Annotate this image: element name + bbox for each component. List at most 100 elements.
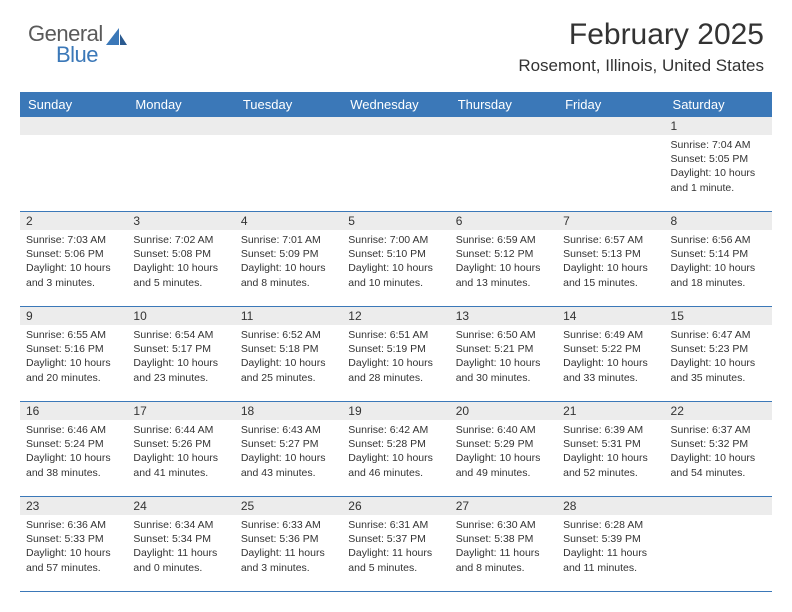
sunset-text: Sunset: 5:17 PM <box>133 342 228 356</box>
day-number <box>20 117 127 135</box>
sunset-text: Sunset: 5:36 PM <box>241 532 336 546</box>
daylight-text-2: and 57 minutes. <box>26 561 121 575</box>
sunrise-text: Sunrise: 7:00 AM <box>348 233 443 247</box>
daylight-text-1: Daylight: 11 hours <box>348 546 443 560</box>
day-number: 11 <box>235 307 342 325</box>
day-cell: Sunrise: 6:55 AMSunset: 5:16 PMDaylight:… <box>20 325 127 401</box>
daylight-text-1: Daylight: 10 hours <box>456 356 551 370</box>
calendar: SundayMondayTuesdayWednesdayThursdayFrid… <box>20 92 772 592</box>
sunset-text: Sunset: 5:28 PM <box>348 437 443 451</box>
daylight-text-2: and 15 minutes. <box>563 276 658 290</box>
location: Rosemont, Illinois, United States <box>518 56 764 76</box>
day-cell: Sunrise: 7:02 AMSunset: 5:08 PMDaylight:… <box>127 230 234 306</box>
day-cell <box>20 135 127 211</box>
daylight-text-2: and 0 minutes. <box>133 561 228 575</box>
logo-text-general: General <box>28 24 103 44</box>
daylight-text-1: Daylight: 10 hours <box>456 261 551 275</box>
daylight-text-2: and 25 minutes. <box>241 371 336 385</box>
day-cell: Sunrise: 6:44 AMSunset: 5:26 PMDaylight:… <box>127 420 234 496</box>
daylight-text-1: Daylight: 11 hours <box>456 546 551 560</box>
day-cell: Sunrise: 6:47 AMSunset: 5:23 PMDaylight:… <box>665 325 772 401</box>
day-number: 16 <box>20 402 127 420</box>
day-header-wednesday: Wednesday <box>342 92 449 117</box>
sunrise-text: Sunrise: 6:37 AM <box>671 423 766 437</box>
day-number: 12 <box>342 307 449 325</box>
sunrise-text: Sunrise: 6:44 AM <box>133 423 228 437</box>
daylight-text-1: Daylight: 10 hours <box>241 261 336 275</box>
day-number-row: 1 <box>20 117 772 135</box>
sunset-text: Sunset: 5:27 PM <box>241 437 336 451</box>
sunset-text: Sunset: 5:33 PM <box>26 532 121 546</box>
daylight-text-1: Daylight: 10 hours <box>563 261 658 275</box>
day-cell <box>342 135 449 211</box>
day-number <box>235 117 342 135</box>
sunset-text: Sunset: 5:05 PM <box>671 152 766 166</box>
daylight-text-2: and 28 minutes. <box>348 371 443 385</box>
day-number: 23 <box>20 497 127 515</box>
sunset-text: Sunset: 5:08 PM <box>133 247 228 261</box>
sunrise-text: Sunrise: 7:04 AM <box>671 138 766 152</box>
week-row: Sunrise: 6:36 AMSunset: 5:33 PMDaylight:… <box>20 515 772 592</box>
daylight-text-2: and 43 minutes. <box>241 466 336 480</box>
daylight-text-1: Daylight: 10 hours <box>348 356 443 370</box>
day-number-row: 9101112131415 <box>20 307 772 325</box>
day-header-monday: Monday <box>127 92 234 117</box>
day-number: 9 <box>20 307 127 325</box>
sunset-text: Sunset: 5:37 PM <box>348 532 443 546</box>
day-number: 8 <box>665 212 772 230</box>
daylight-text-2: and 46 minutes. <box>348 466 443 480</box>
day-number: 10 <box>127 307 234 325</box>
day-number: 25 <box>235 497 342 515</box>
logo-text-blue: Blue <box>56 45 128 65</box>
daylight-text-2: and 23 minutes. <box>133 371 228 385</box>
daylight-text-2: and 54 minutes. <box>671 466 766 480</box>
day-cell: Sunrise: 6:37 AMSunset: 5:32 PMDaylight:… <box>665 420 772 496</box>
day-cell: Sunrise: 6:52 AMSunset: 5:18 PMDaylight:… <box>235 325 342 401</box>
daylight-text-1: Daylight: 10 hours <box>26 261 121 275</box>
sunset-text: Sunset: 5:22 PM <box>563 342 658 356</box>
sunrise-text: Sunrise: 6:34 AM <box>133 518 228 532</box>
sunrise-text: Sunrise: 6:59 AM <box>456 233 551 247</box>
sunrise-text: Sunrise: 7:01 AM <box>241 233 336 247</box>
day-cell <box>665 515 772 591</box>
sunset-text: Sunset: 5:10 PM <box>348 247 443 261</box>
sunrise-text: Sunrise: 6:54 AM <box>133 328 228 342</box>
day-number <box>557 117 664 135</box>
daylight-text-2: and 33 minutes. <box>563 371 658 385</box>
sunset-text: Sunset: 5:23 PM <box>671 342 766 356</box>
day-cell: Sunrise: 7:04 AMSunset: 5:05 PMDaylight:… <box>665 135 772 211</box>
week-row: Sunrise: 6:55 AMSunset: 5:16 PMDaylight:… <box>20 325 772 402</box>
day-cell <box>557 135 664 211</box>
day-cell: Sunrise: 6:50 AMSunset: 5:21 PMDaylight:… <box>450 325 557 401</box>
sunrise-text: Sunrise: 6:51 AM <box>348 328 443 342</box>
sunrise-text: Sunrise: 7:02 AM <box>133 233 228 247</box>
sunset-text: Sunset: 5:29 PM <box>456 437 551 451</box>
day-number <box>127 117 234 135</box>
sunrise-text: Sunrise: 6:43 AM <box>241 423 336 437</box>
day-number: 7 <box>557 212 664 230</box>
day-number: 4 <box>235 212 342 230</box>
week-row: Sunrise: 7:04 AMSunset: 5:05 PMDaylight:… <box>20 135 772 212</box>
sunset-text: Sunset: 5:09 PM <box>241 247 336 261</box>
day-number: 19 <box>342 402 449 420</box>
day-cell: Sunrise: 6:43 AMSunset: 5:27 PMDaylight:… <box>235 420 342 496</box>
daylight-text-2: and 8 minutes. <box>241 276 336 290</box>
sunrise-text: Sunrise: 6:56 AM <box>671 233 766 247</box>
sunrise-text: Sunrise: 6:49 AM <box>563 328 658 342</box>
sunset-text: Sunset: 5:21 PM <box>456 342 551 356</box>
daylight-text-1: Daylight: 10 hours <box>671 451 766 465</box>
daylight-text-1: Daylight: 10 hours <box>348 261 443 275</box>
day-number: 27 <box>450 497 557 515</box>
day-cell: Sunrise: 6:59 AMSunset: 5:12 PMDaylight:… <box>450 230 557 306</box>
daylight-text-2: and 49 minutes. <box>456 466 551 480</box>
daylight-text-2: and 11 minutes. <box>563 561 658 575</box>
sunset-text: Sunset: 5:12 PM <box>456 247 551 261</box>
sunrise-text: Sunrise: 6:33 AM <box>241 518 336 532</box>
day-header-tuesday: Tuesday <box>235 92 342 117</box>
day-cell: Sunrise: 7:00 AMSunset: 5:10 PMDaylight:… <box>342 230 449 306</box>
day-cell: Sunrise: 6:46 AMSunset: 5:24 PMDaylight:… <box>20 420 127 496</box>
day-number <box>450 117 557 135</box>
day-header-saturday: Saturday <box>665 92 772 117</box>
daylight-text-2: and 10 minutes. <box>348 276 443 290</box>
logo: General Blue <box>28 18 128 65</box>
